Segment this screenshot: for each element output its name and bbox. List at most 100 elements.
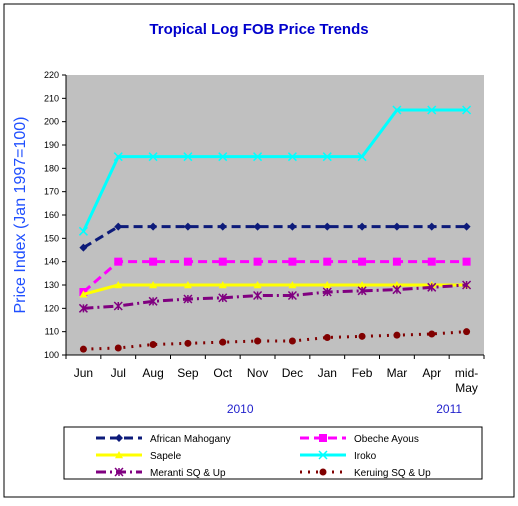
data-point (149, 341, 157, 348)
legend: African Mahogany Obeche Ayous Sapele Iroko M… (63, 426, 483, 480)
data-point (148, 152, 158, 162)
data-point (358, 257, 367, 266)
legend-box (63, 426, 483, 480)
y-tick-label: 170 (44, 187, 59, 197)
data-point (183, 152, 193, 162)
data-point (392, 281, 401, 289)
data-point (218, 222, 227, 231)
y-tick-label: 100 (44, 350, 59, 360)
data-point (218, 293, 228, 303)
x-tick-label: Mar (387, 366, 408, 380)
x-tick-label: Jul (111, 366, 126, 380)
data-point (323, 257, 332, 266)
y-tick-label: 200 (44, 117, 59, 127)
data-point (253, 290, 263, 301)
legend-label: Sapele (150, 451, 182, 462)
data-point (427, 282, 437, 292)
legend-item: Keruing SQ & Up (300, 468, 431, 479)
data-point (319, 468, 327, 476)
data-point (392, 257, 401, 266)
data-point (323, 334, 331, 341)
data-point (427, 257, 436, 266)
data-point (253, 152, 263, 162)
data-point (358, 222, 367, 231)
data-point (183, 281, 192, 289)
x-tick-label: Jun (74, 366, 93, 380)
data-point (253, 281, 262, 289)
y-tick-label: 140 (44, 257, 59, 267)
data-point (114, 281, 123, 289)
year-labels: 2010 2011 (227, 402, 463, 416)
data-point (253, 222, 262, 231)
data-point (323, 281, 332, 289)
data-point (462, 257, 471, 266)
data-point (287, 152, 297, 162)
data-point (79, 345, 87, 353)
data-point (183, 222, 192, 231)
legend-item: Obeche Ayous (300, 434, 419, 445)
data-point (288, 257, 297, 266)
data-point (318, 450, 328, 460)
data-point (358, 332, 366, 340)
series-african-mahogany (79, 222, 471, 252)
data-point (393, 331, 401, 339)
data-point (462, 222, 471, 231)
data-point (113, 301, 123, 311)
data-point (183, 257, 192, 266)
legend-label: Obeche Ayous (354, 434, 419, 445)
data-point (288, 281, 297, 289)
x-tick-label: Aug (142, 366, 163, 380)
data-point (218, 257, 227, 266)
data-point (462, 280, 472, 290)
data-point (288, 337, 296, 345)
axes (62, 74, 485, 359)
year-label: 2011 (436, 402, 462, 416)
data-point (288, 222, 297, 231)
legend-label: Keruing SQ & Up (354, 468, 431, 479)
data-point (79, 243, 88, 252)
y-axis-label: Price Index (Jan 1997=100) (12, 116, 29, 313)
y-tick-label: 210 (44, 93, 59, 103)
data-point (319, 434, 327, 442)
data-point (114, 467, 124, 477)
y-tick-label: 190 (44, 140, 59, 150)
data-point (115, 434, 123, 442)
data-point (113, 152, 123, 162)
data-point (322, 287, 332, 297)
legend-item: Iroko (300, 450, 377, 462)
x-tick-label: Oct (213, 366, 232, 380)
data-point (149, 222, 158, 231)
data-point (149, 257, 158, 266)
y-tick-label: 110 (45, 327, 59, 337)
data-point (428, 330, 436, 338)
data-point (115, 451, 123, 459)
data-point (427, 105, 437, 115)
chart-title: Tropical Log FOB Price Trends (149, 21, 368, 38)
x-tick-label: Dec (282, 366, 303, 380)
data-point (357, 286, 367, 296)
data-point (287, 290, 297, 301)
data-point (392, 222, 401, 231)
data-point (254, 337, 262, 345)
x-tick-label: Apr (422, 366, 441, 380)
data-point (114, 222, 123, 231)
y-tick-label: 160 (44, 210, 59, 220)
data-point (184, 339, 192, 347)
series-line (82, 108, 467, 232)
series-line (83, 330, 467, 351)
data-point (323, 222, 332, 231)
legend-label: African Mahogany (150, 434, 231, 445)
series-line (82, 225, 467, 249)
y-tick-label: 180 (44, 163, 59, 173)
legend-label: Meranti SQ & Up (150, 468, 226, 479)
data-point (253, 257, 262, 266)
plot-area (66, 75, 484, 355)
x-tick-label: Nov (247, 366, 268, 380)
data-point (78, 303, 88, 313)
x-tick-label: Feb (352, 366, 373, 380)
data-point (219, 338, 227, 346)
data-point (218, 152, 228, 162)
data-point (358, 281, 367, 289)
x-tick-label: Sep (177, 366, 199, 380)
